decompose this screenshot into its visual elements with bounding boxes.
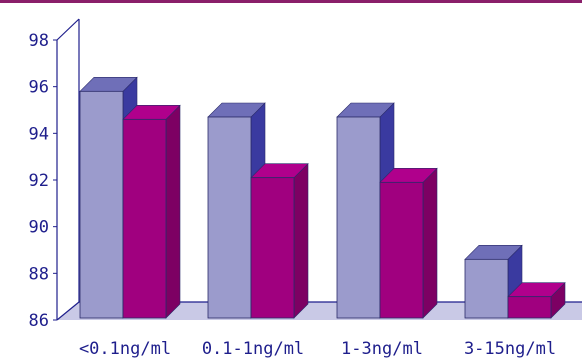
y-tick-label: 98	[29, 31, 49, 51]
x-category-label: <0.1ng/ml	[79, 339, 171, 359]
bar-series-2-1	[250, 162, 309, 319]
chart-floor	[57, 302, 582, 320]
y-axis-depth-bottom	[56, 301, 80, 321]
bar-front-face	[250, 177, 295, 319]
bar-front-face	[207, 116, 252, 319]
y-tick-label: 88	[29, 264, 49, 284]
y-tick-label: 94	[29, 124, 49, 144]
bar-front-face	[122, 118, 167, 319]
label-layer: 86 88 90 92 94 96 98 <0.1ng/ml 0.1-1ng/ml 1-3ng/m…	[29, 31, 557, 359]
x-category-label: 1-3ng/ml	[341, 339, 423, 359]
bar-front-face	[464, 258, 509, 319]
bar-series-1-2	[336, 102, 395, 319]
chart-top-band	[0, 0, 582, 3]
x-category-label: 3-15ng/ml	[464, 339, 556, 359]
bar-side-face	[422, 167, 438, 319]
y-tick-label: 92	[29, 171, 49, 191]
y-axis-depth-top	[56, 18, 80, 41]
bar-front-face	[379, 181, 424, 319]
bar-front-face	[79, 90, 124, 319]
bar-series-2-0	[122, 104, 181, 319]
bar-layer	[79, 76, 566, 319]
bar-side-face	[293, 162, 309, 319]
y-tick-label: 90	[29, 218, 49, 238]
bar-series-2-3	[507, 281, 566, 319]
x-category-label: 0.1-1ng/ml	[202, 339, 304, 359]
bar-side-face	[165, 104, 181, 319]
y-tick-label: 96	[29, 78, 49, 98]
y-tick-label: 86	[29, 311, 49, 331]
bar-series-2-2	[379, 167, 438, 319]
bar-front-face	[507, 296, 552, 319]
bar-front-face	[336, 116, 381, 319]
